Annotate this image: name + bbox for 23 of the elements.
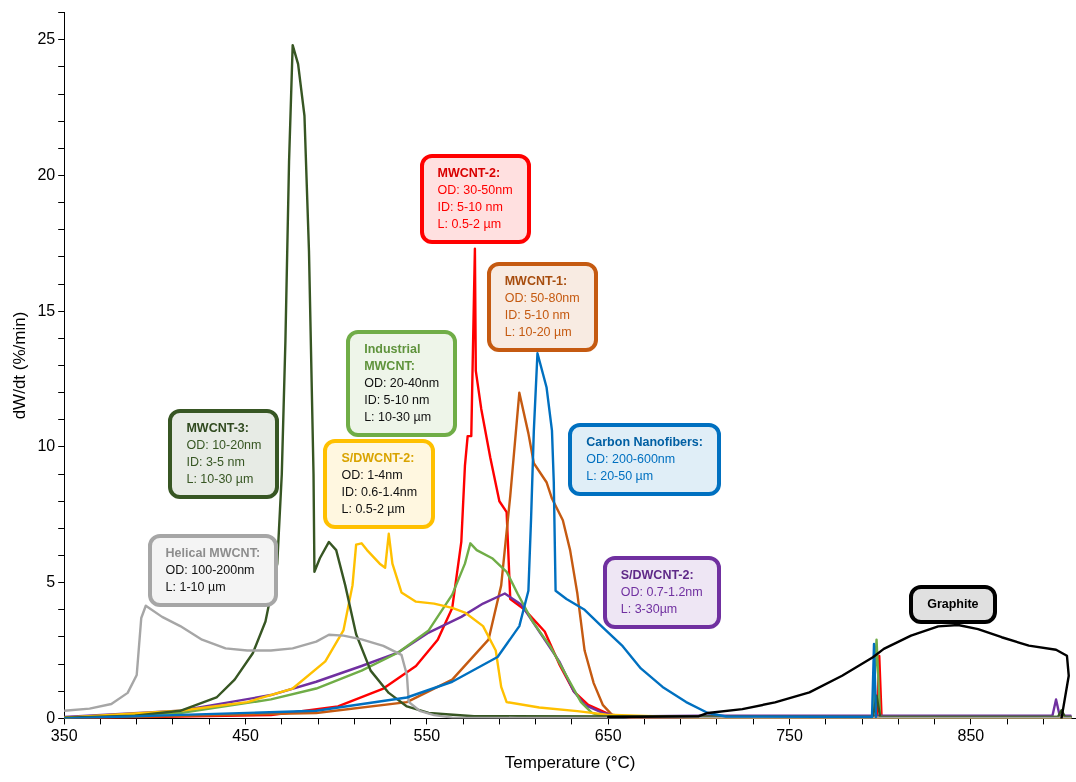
x-tick-label: 750 [776,727,803,745]
annotation: Helical MWCNT: OD: 100-200nm L: 1-10 µm [165,544,261,596]
annotation: MWCNT-1: OD: 50-80nm ID: 5-10 nm L: 10-20 µm [504,273,580,342]
annotation: MWCNT-3: OD: 10-20nm ID: 3-5 nm L: 10-30 µm [186,419,262,488]
y-tick-label: 0 [46,708,56,726]
x-tick-label: 350 [50,727,78,745]
annotation: Industrial MWCNT: OD: 20-40nm ID: 5-10 nm L: 10-30 µm [364,341,440,427]
annotation: S/DWCNT-2: OD: 0.7-1.2nm L: 3-30µm [620,566,703,618]
y-tick-label: 20 [37,165,56,183]
x-tick-label: 650 [594,727,622,745]
annotation: S/DWCNT-2: OD: 1-4nm ID: 0.6-1.4nm L: 0.5-2 µm [341,449,418,518]
x-tick-label: 450 [232,727,259,745]
y-tick-label: 15 [37,301,56,319]
y-axis-title: dW/dt (%/min) [9,311,29,420]
annotation: MWCNT-2: OD: 30-50nm ID: 5-10 nm L: 0.5-2 µm [437,164,513,233]
x-tick-label: 550 [413,727,441,745]
y-tick-label: 5 [46,573,56,591]
annotation: Carbon Nanofibers: OD: 200-600nm L: 20-50 µm [586,433,703,485]
x-axis-title: Temperature (°C) [504,753,636,773]
y-tick-label: 10 [37,437,56,455]
y-tick-label: 25 [37,30,56,48]
x-tick-label: 850 [957,727,985,745]
annotation: Graphite [927,596,979,614]
